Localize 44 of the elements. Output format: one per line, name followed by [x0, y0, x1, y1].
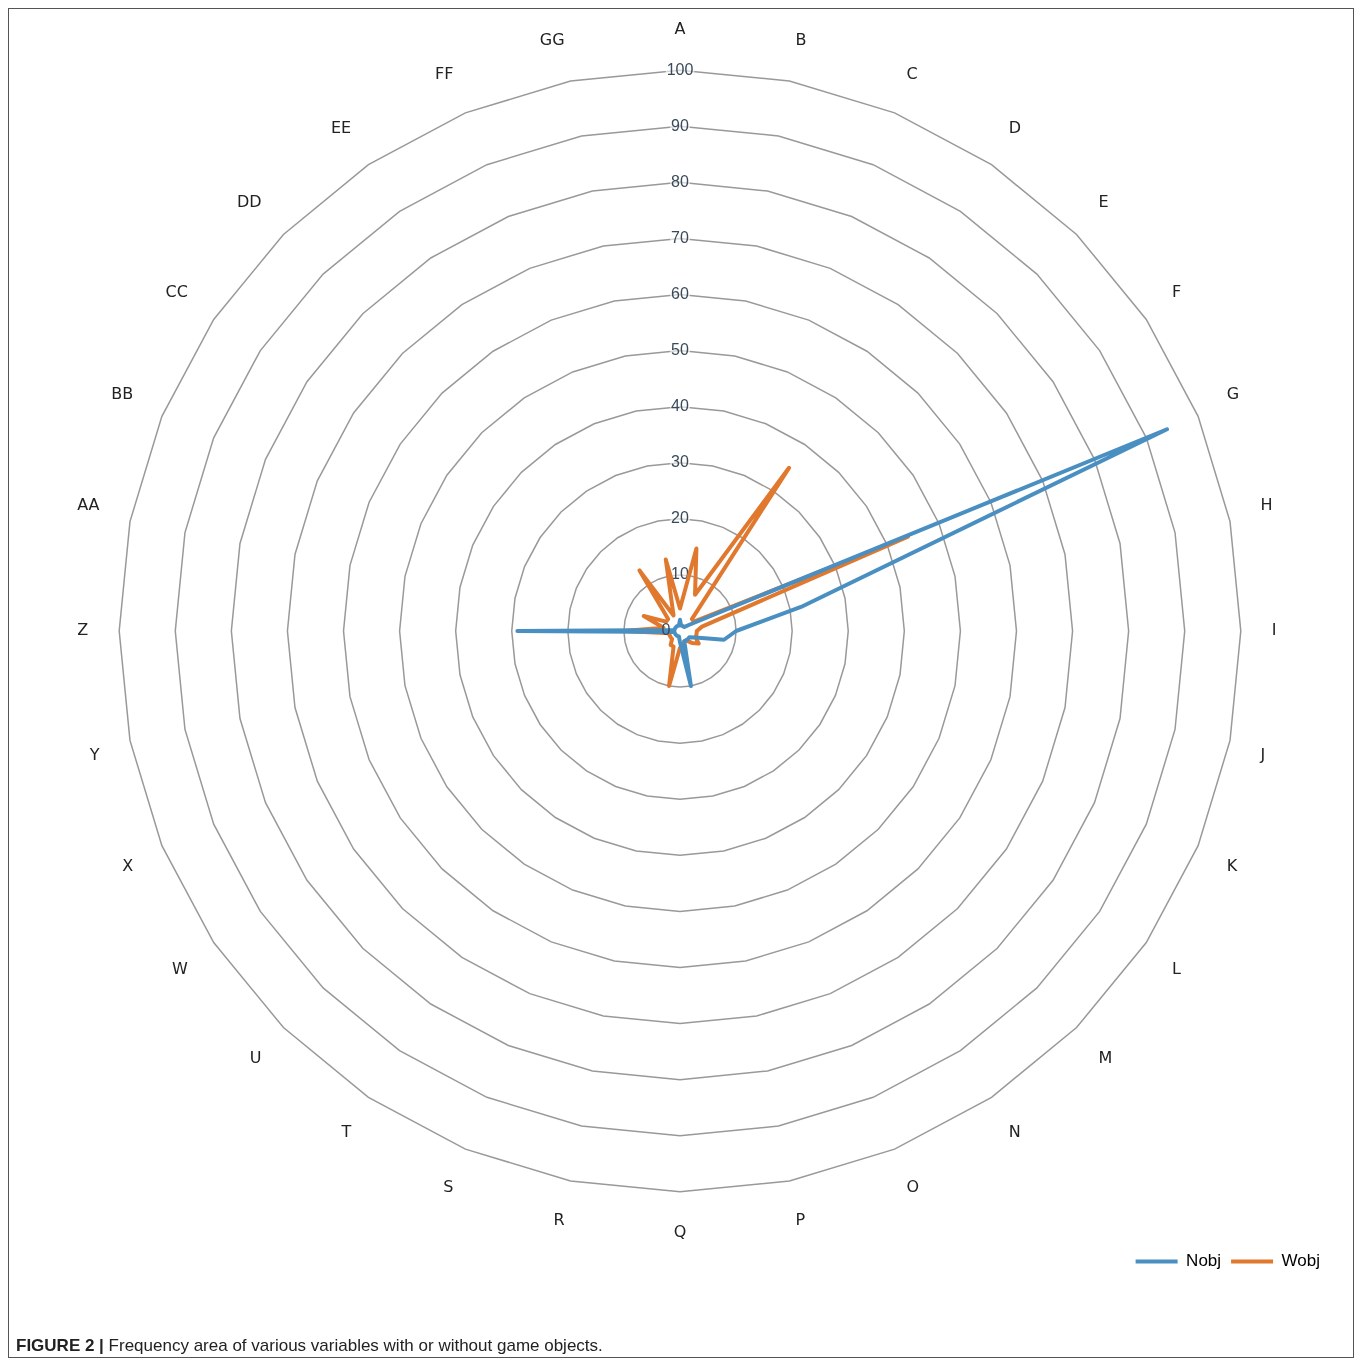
spoke-label: U [249, 1048, 262, 1068]
spoke-label: Z [77, 620, 89, 640]
spoke-label: L [1172, 958, 1182, 978]
spoke-label: C [906, 63, 918, 83]
spoke-label: I [1271, 620, 1277, 640]
spoke-label: F [1172, 281, 1182, 301]
spoke-label: CC [165, 281, 188, 301]
spoke-label: AA [77, 495, 100, 515]
y-tick-label: 20 [671, 509, 689, 527]
y-tick-label: 30 [671, 453, 689, 471]
spoke-label: N [1008, 1121, 1021, 1141]
y-tick-label: 40 [671, 397, 689, 415]
spoke-label: O [906, 1176, 920, 1196]
spoke-label: FF [435, 63, 454, 83]
spoke-label: Y [88, 745, 100, 765]
caption: FIGURE 2 | Frequency area of various variables with or without game objects. [16, 1336, 603, 1356]
y-tick-label: 70 [671, 228, 689, 246]
spoke-label: E [1098, 192, 1109, 212]
spoke-label: S [443, 1176, 454, 1196]
spoke-label: GG [539, 30, 565, 50]
spoke-label: BB [111, 384, 134, 404]
spoke-label: R [553, 1210, 565, 1230]
spoke-label: T [340, 1121, 352, 1141]
spoke-label: W [172, 958, 189, 978]
y-tick-label: 60 [671, 284, 689, 302]
spoke-label: Q [673, 1221, 687, 1241]
spoke-label: H [1260, 495, 1273, 515]
spoke-label: D [1008, 118, 1022, 138]
y-tick-label: 80 [671, 172, 689, 190]
spoke-label: B [795, 30, 807, 50]
spoke-label: X [122, 856, 134, 876]
spoke-label: DD [236, 192, 262, 212]
legend-label: Wobj [1281, 1251, 1321, 1271]
y-tick-label: 100 [666, 60, 694, 78]
y-tick-label: 90 [671, 116, 689, 134]
legend-label: Nobj [1186, 1251, 1222, 1271]
spoke-label: A [674, 18, 686, 38]
spoke-label: J [1259, 745, 1266, 765]
spoke-label: M [1098, 1048, 1113, 1068]
spoke-label: EE [330, 118, 352, 138]
y-tick-label: 50 [671, 341, 689, 359]
spoke-label: P [795, 1210, 806, 1230]
spoke-label: K [1226, 856, 1238, 876]
spoke-label: G [1226, 384, 1240, 404]
